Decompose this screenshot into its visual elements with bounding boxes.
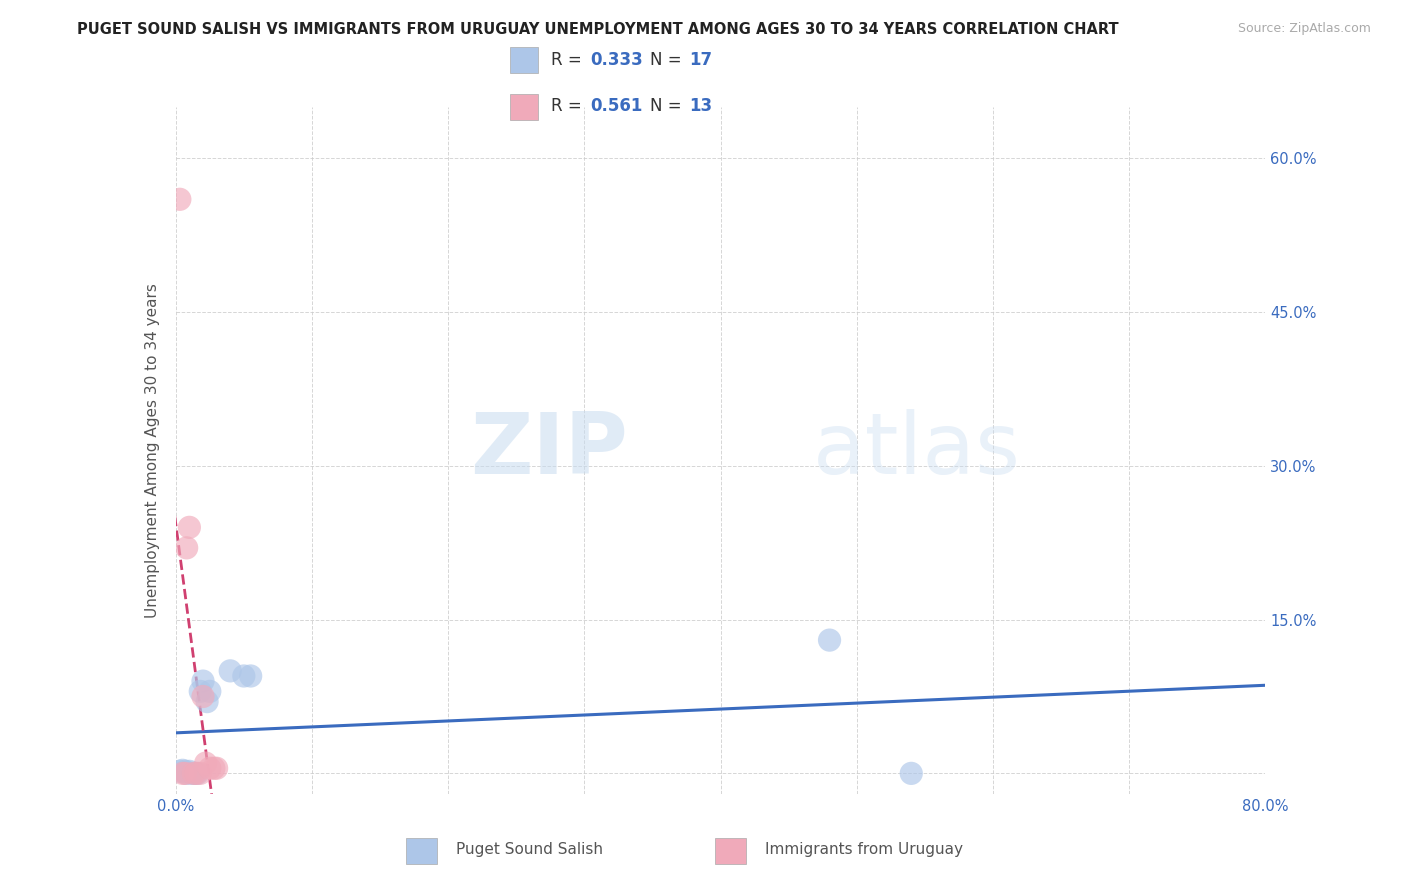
Text: 0.561: 0.561	[591, 97, 643, 115]
Text: atlas: atlas	[813, 409, 1021, 492]
Text: 0.333: 0.333	[591, 51, 643, 69]
FancyBboxPatch shape	[509, 94, 538, 120]
FancyBboxPatch shape	[406, 838, 437, 863]
Text: R =: R =	[551, 97, 588, 115]
Text: Puget Sound Salish: Puget Sound Salish	[456, 842, 603, 857]
Point	[172, 766, 194, 780]
Point	[179, 520, 201, 534]
Text: 13: 13	[689, 97, 711, 115]
Point	[179, 764, 201, 779]
Text: Immigrants from Uruguay: Immigrants from Uruguay	[765, 842, 963, 857]
Text: PUGET SOUND SALISH VS IMMIGRANTS FROM URUGUAY UNEMPLOYMENT AMONG AGES 30 TO 34 Y: PUGET SOUND SALISH VS IMMIGRANTS FROM UR…	[77, 22, 1119, 37]
Point	[176, 541, 198, 555]
Text: ZIP: ZIP	[470, 409, 628, 492]
Point	[184, 766, 207, 780]
Point	[174, 764, 197, 779]
Point	[818, 633, 841, 648]
Point	[169, 764, 191, 779]
Point	[191, 690, 214, 704]
Text: N =: N =	[650, 97, 688, 115]
FancyBboxPatch shape	[509, 47, 538, 73]
Point	[186, 766, 209, 780]
Text: R =: R =	[551, 51, 588, 69]
Point	[198, 684, 221, 698]
Point	[195, 695, 218, 709]
Point	[172, 764, 194, 778]
Point	[186, 766, 208, 780]
Point	[239, 669, 262, 683]
Point	[205, 761, 228, 775]
Point	[181, 766, 204, 780]
Point	[219, 664, 242, 678]
Point	[176, 766, 198, 780]
Point	[174, 766, 197, 780]
FancyBboxPatch shape	[716, 838, 747, 863]
Text: Source: ZipAtlas.com: Source: ZipAtlas.com	[1237, 22, 1371, 36]
Point	[183, 766, 205, 780]
Point	[202, 761, 225, 775]
Point	[198, 761, 221, 775]
Text: 17: 17	[689, 51, 711, 69]
Text: N =: N =	[650, 51, 688, 69]
Y-axis label: Unemployment Among Ages 30 to 34 years: Unemployment Among Ages 30 to 34 years	[145, 283, 160, 618]
Point	[169, 192, 191, 206]
Point	[188, 766, 211, 780]
Point	[191, 674, 214, 689]
Point	[900, 766, 922, 780]
Point	[194, 756, 217, 771]
Point	[232, 669, 254, 683]
Point	[188, 684, 211, 698]
